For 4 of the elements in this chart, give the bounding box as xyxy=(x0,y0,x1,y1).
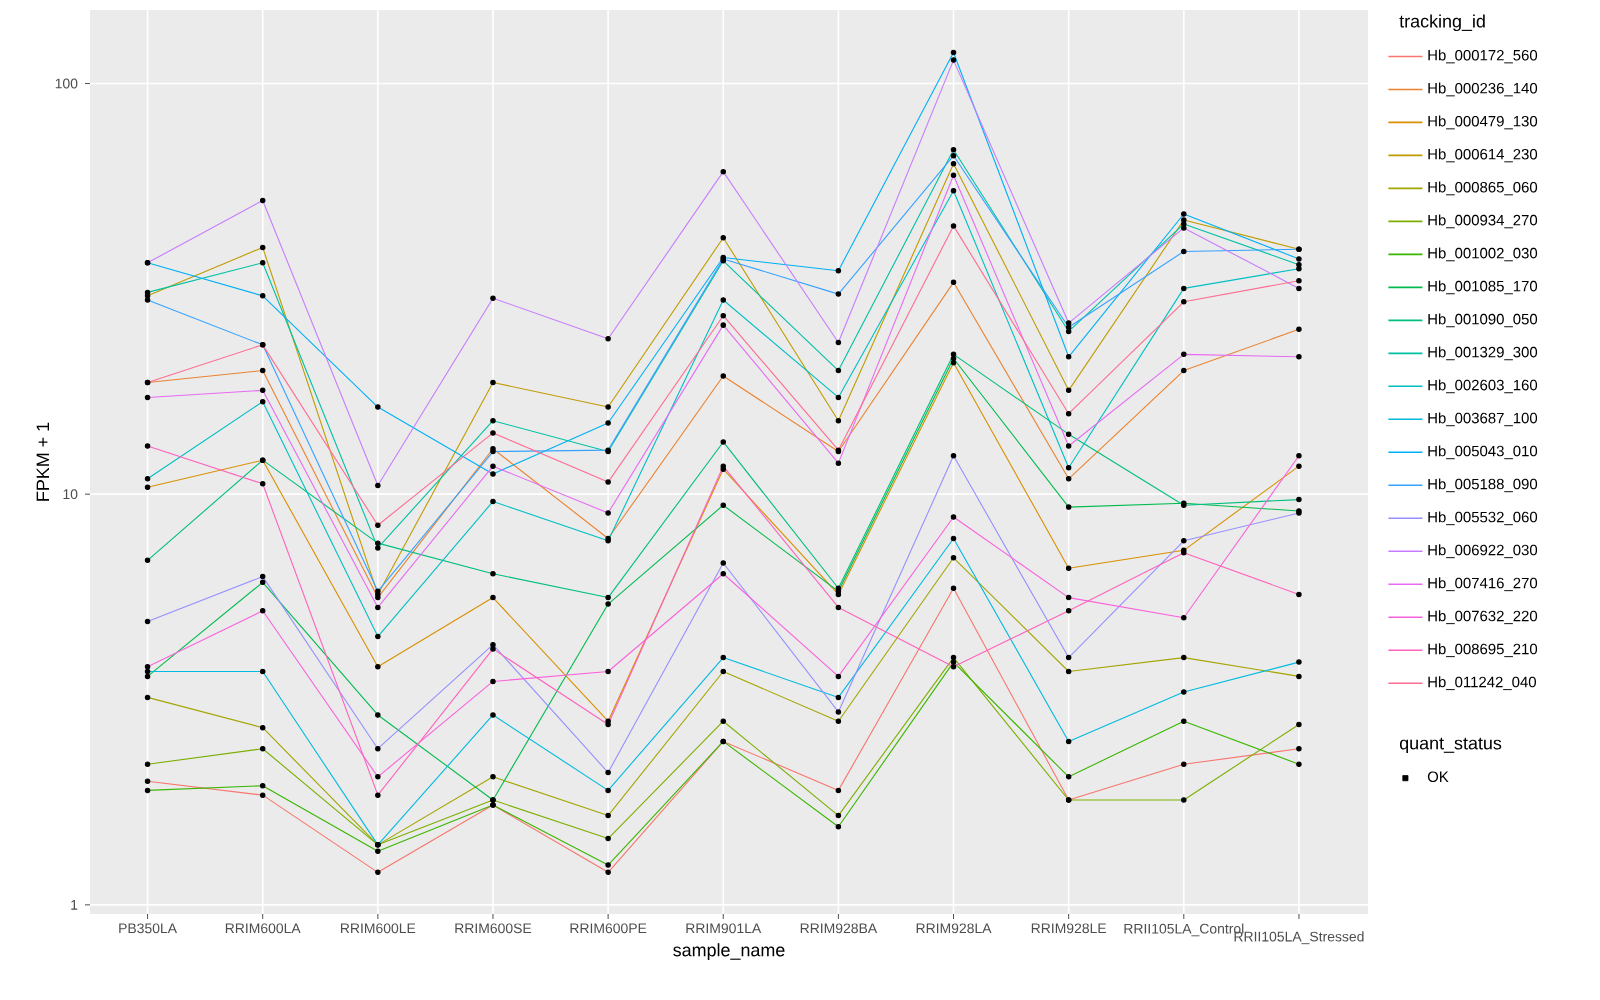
x-axis-title: sample_name xyxy=(673,943,785,960)
legend-title: tracking_id xyxy=(1399,14,1485,32)
text: quant_status xyxy=(1399,737,1502,753)
y-axis-title: FPKM + 1 xyxy=(36,422,50,501)
